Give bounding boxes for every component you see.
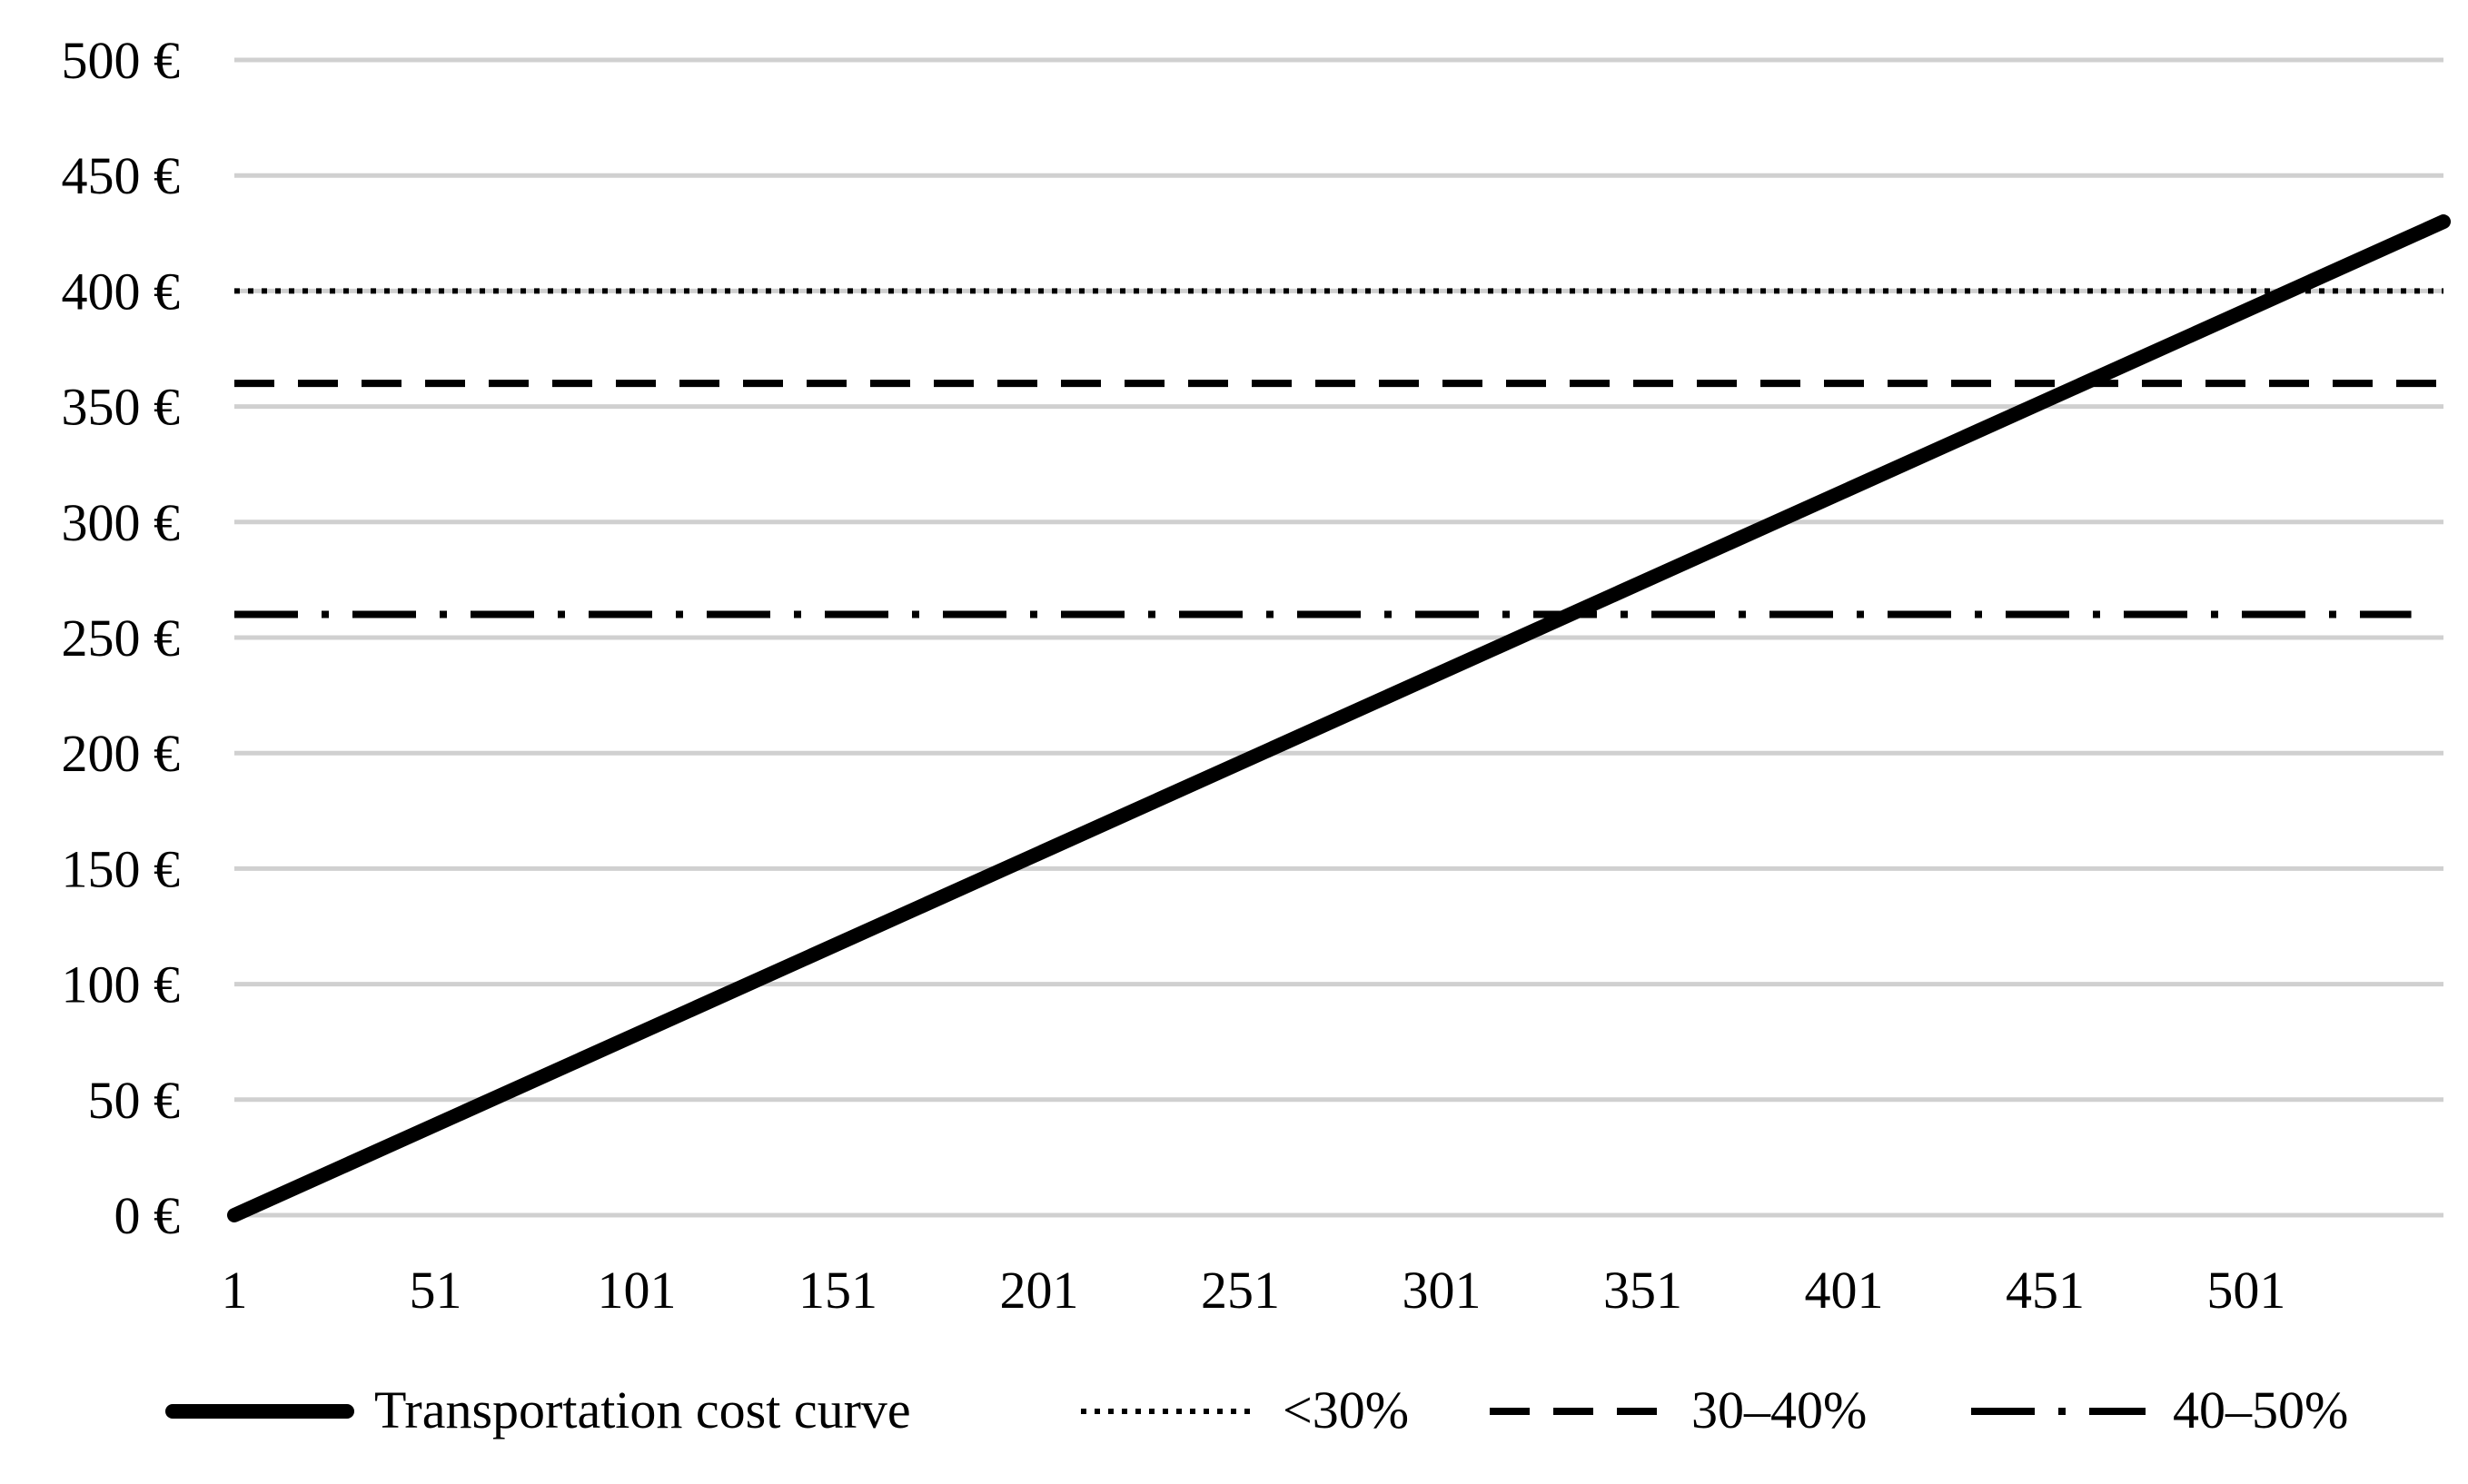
legend-label-1: <30%	[1283, 1380, 1409, 1439]
series-line-0	[227, 214, 2451, 1222]
y-tick-label: 0 €	[114, 1186, 181, 1245]
legend-label-3: 40–50%	[2173, 1380, 2348, 1439]
y-tick-label: 400 €	[62, 262, 181, 321]
legend-label-2: 30–40%	[1691, 1380, 1867, 1439]
gridlines	[234, 57, 2443, 1218]
y-tick-label: 350 €	[62, 378, 181, 437]
y-tick-label: 150 €	[62, 839, 181, 898]
y-tick-label: 50 €	[88, 1071, 181, 1130]
x-tick-label: 251	[1201, 1261, 1280, 1320]
y-tick-label: 100 €	[62, 955, 181, 1014]
x-tick-label: 101	[597, 1261, 676, 1320]
x-tick-label: 451	[2006, 1261, 2085, 1320]
y-tick-label: 300 €	[62, 493, 181, 552]
y-tick-label: 200 €	[62, 724, 181, 783]
y-axis-ticks: 0 € 50 € 100 € 150 € 200 € 250 € 300 € 350 € 400…	[62, 31, 181, 1245]
legend: Transportation cost curve <30% 30–40% 40–50…	[165, 1380, 2348, 1439]
legend-label-0: Transportation cost curve	[374, 1380, 911, 1439]
x-tick-label: 501	[2206, 1261, 2285, 1320]
x-tick-label: 351	[1603, 1261, 1682, 1320]
y-tick-label: 500 €	[62, 31, 181, 90]
y-tick-label: 250 €	[62, 608, 181, 668]
x-axis-ticks: 1 51 101 151 201 251 301 351 401 451 501	[222, 1261, 2286, 1320]
x-tick-label: 1	[222, 1261, 248, 1320]
plot-series	[227, 214, 2451, 1222]
x-tick-label: 201	[999, 1261, 1078, 1320]
x-tick-label: 401	[1804, 1261, 1883, 1320]
y-tick-label: 450 €	[62, 146, 181, 205]
x-tick-label: 151	[798, 1261, 877, 1320]
x-tick-label: 301	[1402, 1261, 1481, 1320]
x-tick-label: 51	[409, 1261, 461, 1320]
